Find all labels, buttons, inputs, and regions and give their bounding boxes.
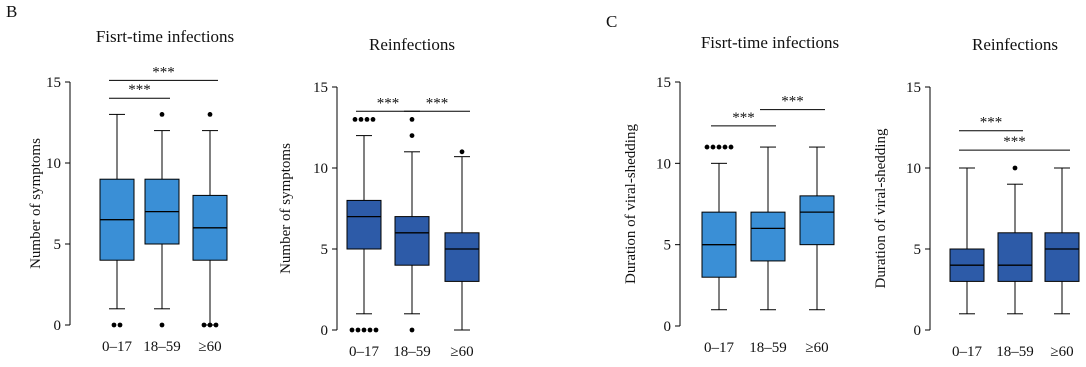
box-2 <box>394 117 430 333</box>
y-tick-label: 15 <box>46 75 61 91</box>
y-tick-label: 5 <box>54 237 62 253</box>
y-tick-label: 0 <box>664 319 672 335</box>
box-3 <box>1044 167 1080 315</box>
outlier-point <box>352 117 358 122</box>
outlier-point <box>201 322 207 328</box>
y-tick-label: 15 <box>313 80 328 96</box>
outlier-point <box>459 149 465 155</box>
y-axis-label: Duration of viral-shedding <box>623 124 639 284</box>
box-3 <box>444 149 480 331</box>
y-tick-label: 15 <box>906 80 921 96</box>
chart-panel-3: Fisrt-time infections Duration of viral-s… <box>623 33 839 356</box>
outlier-point <box>213 322 219 328</box>
significance-label: *** <box>426 95 449 111</box>
y-axis-label: Number of symptoms <box>28 138 44 269</box>
outlier-point <box>1012 165 1018 171</box>
box-2 <box>750 146 786 311</box>
box-1 <box>701 144 737 311</box>
x-tick-label: ≥60 <box>198 339 221 355</box>
outlier-point <box>361 327 367 333</box>
outlier-point <box>355 327 361 333</box>
significance-label: *** <box>980 115 1003 131</box>
chart-panel-1: Fisrt-time infections Number of symptoms 0… <box>28 27 234 355</box>
y-axis-label: Number of symptoms <box>278 143 294 274</box>
y-tick-label: 15 <box>656 75 671 91</box>
y-tick-label: 5 <box>664 238 672 254</box>
chart-title: Reinfections <box>369 35 455 54</box>
outlier-point <box>716 144 722 150</box>
x-tick-label: ≥60 <box>1050 344 1073 360</box>
x-tick-label: ≥60 <box>805 340 828 356</box>
chart-title: Fisrt-time infections <box>96 27 234 46</box>
box-iqr <box>346 199 382 250</box>
y-tick-label: 10 <box>906 161 921 177</box>
outlier-point <box>159 322 165 328</box>
x-tick-label: 18–59 <box>749 340 787 356</box>
outlier-point <box>207 322 213 328</box>
outlier-point <box>370 117 376 122</box>
outlier-point <box>364 117 370 122</box>
box-iqr <box>997 232 1033 282</box>
box-iqr <box>444 232 480 282</box>
significance-label: *** <box>781 94 804 110</box>
significance-label: *** <box>732 110 755 126</box>
outlier-point <box>207 112 213 117</box>
box-2 <box>144 112 180 328</box>
outlier-point <box>111 322 117 328</box>
outlier-point <box>728 144 734 150</box>
box-1 <box>99 113 135 328</box>
box-iqr <box>394 216 430 266</box>
outlier-point <box>349 327 355 333</box>
outlier-point <box>117 322 123 328</box>
outlier-point <box>409 133 415 139</box>
x-tick-label: 0–17 <box>349 344 380 360</box>
y-tick-label: 5 <box>321 242 329 258</box>
y-tick-label: 0 <box>321 323 329 339</box>
box-1 <box>949 167 985 315</box>
outlier-point <box>722 144 728 150</box>
y-axis-label: Duration of viral-shedding <box>873 128 889 288</box>
x-tick-label: 0–17 <box>704 340 735 356</box>
box-iqr <box>1044 232 1080 282</box>
significance-label: *** <box>1003 134 1026 150</box>
box-1 <box>346 117 382 333</box>
box-2 <box>997 165 1033 315</box>
x-tick-label: 18–59 <box>393 344 431 360</box>
y-tick-label: 10 <box>46 156 61 172</box>
significance-label: *** <box>377 95 400 111</box>
outlier-point <box>704 144 710 150</box>
x-tick-label: ≥60 <box>450 344 473 360</box>
y-tick-label: 10 <box>313 161 328 177</box>
chart-title: Reinfections <box>972 35 1058 54</box>
chart-title: Fisrt-time infections <box>701 33 839 52</box>
box-3 <box>799 146 835 311</box>
outlier-point <box>159 112 165 117</box>
y-tick-label: 0 <box>914 323 922 339</box>
outlier-point <box>409 327 415 333</box>
box-3 <box>192 112 228 328</box>
box-iqr <box>799 195 835 246</box>
panel-label-b: B <box>6 2 18 21</box>
significance-label: *** <box>152 64 175 80</box>
outlier-point <box>409 117 415 122</box>
x-tick-label: 0–17 <box>102 339 133 355</box>
y-tick-label: 10 <box>656 156 671 172</box>
x-tick-label: 18–59 <box>143 339 181 355</box>
outlier-point <box>367 327 373 333</box>
y-tick-label: 5 <box>914 242 922 258</box>
outlier-point <box>373 327 379 333</box>
x-tick-label: 0–17 <box>952 344 983 360</box>
panel-label-c: C <box>606 12 618 31</box>
box-iqr <box>750 211 786 262</box>
y-tick-label: 0 <box>54 318 62 334</box>
chart-panel-2: Reinfections Number of symptoms 0 5 10 15 0–17… <box>278 35 480 360</box>
outlier-point <box>710 144 716 150</box>
chart-panel-4: Reinfections Duration of viral-shedding 0 5… <box>873 35 1080 360</box>
significance-label: *** <box>128 82 151 98</box>
outlier-point <box>358 117 364 122</box>
x-tick-label: 18–59 <box>996 344 1034 360</box>
